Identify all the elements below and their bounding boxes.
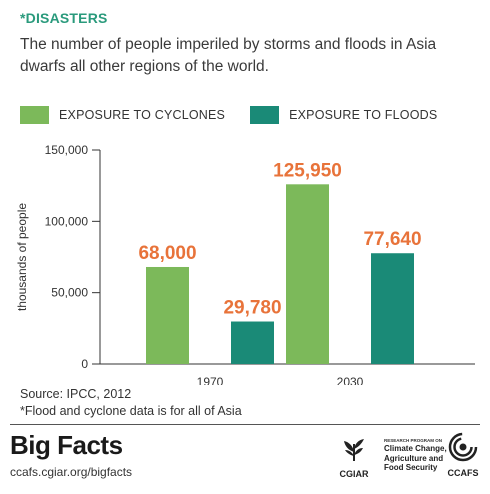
footer-divider: [10, 424, 480, 425]
legend-item-floods: EXPOSURE TO FLOODS: [250, 106, 437, 124]
section-kicker: *DISASTERS: [20, 10, 108, 26]
data-label-cyclones-1970: 68,000: [138, 243, 196, 264]
y-tick-label: 50,000: [51, 286, 88, 300]
cgiar-logo: CGIAR: [332, 436, 376, 479]
bar-floods-1970: [231, 321, 274, 364]
ccafs-swirl-icon: [448, 432, 478, 462]
legend-item-cyclones: EXPOSURE TO CYCLONES: [20, 106, 225, 124]
bar-chart: thousands of people 0 50,000 100,000 150,000…: [15, 143, 475, 385]
program-name: Climate Change, Agriculture and Food Sec…: [384, 444, 447, 472]
ccafs-logo: CCAFS: [445, 432, 481, 478]
data-label-floods-2030: 77,640: [363, 229, 421, 250]
footnote-text: *Flood and cyclone data is for all of As…: [20, 404, 242, 418]
bar-floods-2030: [371, 253, 414, 364]
legend-label-floods: EXPOSURE TO FLOODS: [289, 108, 438, 122]
legend-swatch-floods: [250, 106, 280, 124]
brand-url-link[interactable]: ccafs.cgiar.org/bigfacts: [10, 465, 133, 479]
program-label: RESEARCH PROGRAM ON Climate Change, Agri…: [384, 438, 458, 473]
y-axis-label: thousands of people: [15, 203, 29, 311]
bar-cyclones-2030: [286, 184, 329, 364]
ccafs-logo-label: CCAFS: [447, 468, 479, 478]
x-tick-label: 2030: [337, 375, 364, 385]
cgiar-plant-icon: [344, 439, 364, 461]
source-notes: Source: IPCC, 2012 *Flood and cyclone da…: [20, 386, 242, 420]
source-text: Source: IPCC, 2012: [20, 387, 132, 401]
brand-title: Big Facts: [10, 430, 123, 460]
data-label-floods-1970: 29,780: [223, 298, 281, 319]
program-kicker: RESEARCH PROGRAM ON: [384, 438, 443, 443]
bar-cyclones-1970: [146, 266, 189, 364]
y-tick-label: 150,000: [45, 143, 89, 157]
x-tick-label: 1970: [197, 375, 224, 385]
y-tick-label: 0: [81, 357, 88, 371]
y-tick-label: 100,000: [45, 214, 89, 228]
chart-subtitle: The number of people imperiled by storms…: [20, 36, 437, 75]
legend-label-cyclones: EXPOSURE TO CYCLONES: [59, 108, 226, 122]
cgiar-logo-label: CGIAR: [339, 469, 369, 479]
chart-legend: EXPOSURE TO CYCLONES EXPOSURE TO FLOODS: [20, 104, 462, 126]
data-label-cyclones-2030: 125,950: [273, 160, 342, 181]
legend-swatch-cyclones: [20, 106, 49, 124]
